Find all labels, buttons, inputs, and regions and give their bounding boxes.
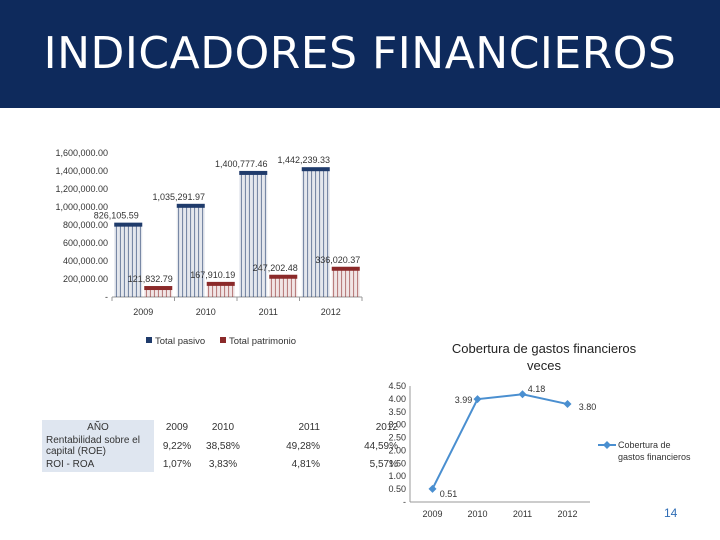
y-tick-label: 1.00	[388, 471, 406, 481]
legend-label: Cobertura de	[618, 440, 671, 450]
legend-marker	[603, 441, 611, 449]
row-label-line: capital (ROE)	[46, 446, 107, 457]
data-label: 1,442,239.33	[277, 155, 330, 165]
title-banner: INDICADORES FINANCIEROS	[0, 0, 720, 108]
y-tick-label: 600,000.00	[63, 238, 108, 248]
row-label: Rentabilidad sobre el capital (ROE)	[42, 435, 154, 457]
table-row: Rentabilidad sobre el capital (ROE) 9,22…	[42, 435, 402, 457]
legend-swatch	[220, 337, 226, 343]
table-header-year: 2009	[165, 422, 189, 433]
data-label: 1,400,777.46	[215, 159, 268, 169]
y-tick-label: 1,000,000.00	[55, 202, 108, 212]
y-tick-label: 4.00	[388, 394, 406, 404]
table-cell: 1,07%	[162, 459, 192, 470]
x-tick-label: 2010	[196, 307, 216, 317]
page-title: INDICADORES FINANCIEROS	[43, 28, 677, 79]
data-label: 121,832.79	[128, 274, 173, 284]
x-tick-label: 2010	[467, 509, 487, 519]
data-point	[428, 484, 437, 493]
y-tick-label: 800,000.00	[63, 220, 108, 230]
table-cell: 44,59%	[364, 440, 398, 452]
x-tick-label: 2012	[557, 509, 577, 519]
y-tick-label: 400,000.00	[63, 256, 108, 266]
bar-cap	[239, 170, 268, 175]
bar-cap	[331, 266, 360, 271]
data-label: 1,035,291.97	[152, 192, 205, 202]
y-tick-label: -	[403, 497, 406, 507]
x-tick-label: 2011	[259, 307, 278, 317]
y-tick-label: 2.00	[388, 445, 406, 455]
data-label: 4.18	[528, 384, 546, 394]
table-cell: 49,28%	[286, 440, 320, 452]
data-label: 826,105.59	[94, 211, 139, 221]
legend-label: gastos financieros	[618, 452, 691, 462]
table-cell: 9,22%	[162, 440, 192, 452]
line-chart-title-2: veces	[527, 358, 561, 373]
data-label: 3.80	[579, 402, 597, 412]
y-tick-label: 0.50	[388, 484, 406, 494]
table-row: ROI - ROA 1,07% 3,83% 4,81% 5,57%	[42, 457, 402, 472]
line-chart-title-1: Cobertura de gastos financieros	[452, 341, 637, 356]
line-chart: Cobertura de gastos financieros veces - 0…	[388, 341, 691, 519]
x-tick-label: 2009	[133, 307, 153, 317]
y-tick-label: 1,400,000.00	[55, 166, 108, 176]
y-tick-label: 3.50	[388, 407, 406, 417]
y-tick-label: 200,000.00	[63, 274, 108, 284]
x-tick-label: 2012	[321, 307, 341, 317]
table-cell: 38,58%	[206, 440, 240, 452]
y-tick-label: 4.50	[388, 381, 406, 391]
bar-cap	[176, 203, 205, 208]
table-cell: 4,81%	[291, 459, 320, 470]
y-tick-label: 2.50	[388, 433, 406, 443]
y-tick-label: 1,200,000.00	[55, 184, 108, 194]
data-label: 0.51	[440, 489, 458, 499]
y-tick-label: 1,600,000.00	[55, 148, 108, 158]
data-label: 167,910.19	[190, 270, 235, 280]
bar-cap	[144, 286, 173, 291]
y-tick-label: 1.50	[388, 458, 406, 468]
y-tick-label: 3.00	[388, 420, 406, 430]
data-label: 336,020.37	[315, 255, 360, 265]
row-label-line: Rentabilidad sobre el	[46, 435, 140, 446]
table-header-year: 2011	[298, 422, 320, 433]
table-header-row: AÑO 2009 2010 2011 2012	[42, 420, 402, 435]
table-cell: 5,57%	[369, 459, 398, 470]
bar-cap	[206, 281, 235, 286]
table-header-year: 2010	[211, 422, 235, 433]
bar-cap	[114, 222, 143, 227]
table-cell: 3,83%	[208, 459, 238, 470]
data-point	[563, 400, 572, 409]
legend-label: Total patrimonio	[229, 336, 296, 347]
y-tick-label: -	[105, 292, 108, 302]
x-tick-label: 2009	[422, 509, 442, 519]
x-tick-label: 2011	[513, 509, 532, 519]
bar-chart: - 200,000.00 400,000.00 600,000.00 800,000.0…	[55, 148, 363, 347]
bar-cap	[301, 167, 330, 172]
bar-cap	[269, 274, 298, 279]
data-point	[473, 395, 482, 404]
table-header-year: 2012	[375, 422, 398, 433]
data-label: 247,202.48	[253, 263, 298, 273]
data-label: 3.99	[455, 395, 473, 405]
ratios-table: AÑO 2009 2010 2011 2012 Rentabilidad sob…	[42, 420, 402, 472]
row-label: ROI - ROA	[42, 457, 154, 472]
page-number: 14	[664, 506, 678, 520]
legend-label: Total pasivo	[155, 336, 205, 347]
data-point	[518, 390, 527, 399]
series-line	[431, 393, 568, 490]
legend-swatch	[146, 337, 152, 343]
table-header-label: AÑO	[42, 420, 154, 435]
